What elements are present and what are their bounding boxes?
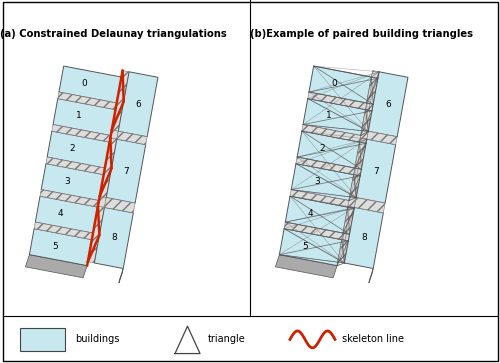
Polygon shape bbox=[296, 157, 355, 175]
Polygon shape bbox=[350, 138, 367, 197]
Polygon shape bbox=[354, 197, 385, 213]
Text: 0: 0 bbox=[82, 79, 87, 88]
Polygon shape bbox=[98, 196, 106, 207]
Polygon shape bbox=[309, 66, 372, 103]
Polygon shape bbox=[356, 139, 396, 203]
Polygon shape bbox=[290, 189, 349, 207]
Text: 7: 7 bbox=[123, 167, 129, 176]
Polygon shape bbox=[88, 206, 104, 263]
Polygon shape bbox=[52, 125, 111, 142]
Text: 3: 3 bbox=[314, 176, 320, 185]
Polygon shape bbox=[41, 164, 104, 201]
Text: 5: 5 bbox=[52, 241, 58, 250]
Text: 8: 8 bbox=[361, 233, 366, 242]
Text: buildings: buildings bbox=[75, 334, 120, 344]
Text: skeleton line: skeleton line bbox=[342, 334, 404, 344]
Polygon shape bbox=[303, 99, 366, 136]
Polygon shape bbox=[47, 131, 110, 168]
Polygon shape bbox=[284, 222, 343, 240]
Bar bbox=[20, 327, 65, 351]
Polygon shape bbox=[100, 138, 117, 197]
Polygon shape bbox=[59, 66, 122, 103]
Text: 1: 1 bbox=[326, 111, 332, 121]
Polygon shape bbox=[53, 99, 116, 136]
Text: 6: 6 bbox=[136, 100, 141, 109]
Text: 5: 5 bbox=[302, 241, 308, 250]
Polygon shape bbox=[344, 207, 384, 269]
Polygon shape bbox=[117, 131, 147, 144]
Text: 1: 1 bbox=[76, 111, 82, 121]
Text: (a) Constrained Delaunay triangulations: (a) Constrained Delaunay triangulations bbox=[0, 29, 227, 39]
Text: 3: 3 bbox=[64, 176, 70, 185]
Polygon shape bbox=[362, 70, 379, 131]
Polygon shape bbox=[104, 197, 135, 213]
Polygon shape bbox=[368, 269, 373, 285]
Polygon shape bbox=[58, 92, 116, 110]
Polygon shape bbox=[40, 189, 99, 207]
Polygon shape bbox=[286, 196, 348, 233]
Text: 2: 2 bbox=[320, 144, 326, 153]
Polygon shape bbox=[36, 196, 98, 233]
Polygon shape bbox=[368, 72, 408, 137]
Polygon shape bbox=[94, 207, 134, 269]
Text: 4: 4 bbox=[58, 209, 64, 218]
Text: triangle: triangle bbox=[208, 334, 246, 344]
Polygon shape bbox=[46, 157, 105, 175]
Polygon shape bbox=[118, 269, 123, 285]
Text: 7: 7 bbox=[373, 167, 379, 176]
Text: 0: 0 bbox=[332, 79, 338, 88]
Text: 4: 4 bbox=[308, 209, 314, 218]
Polygon shape bbox=[280, 229, 342, 266]
Polygon shape bbox=[26, 255, 87, 278]
Polygon shape bbox=[118, 72, 158, 137]
Polygon shape bbox=[110, 130, 118, 139]
Polygon shape bbox=[302, 125, 361, 142]
Polygon shape bbox=[106, 139, 146, 203]
Polygon shape bbox=[291, 164, 354, 201]
Polygon shape bbox=[348, 196, 356, 207]
Polygon shape bbox=[308, 92, 366, 110]
Text: (b)Example of paired building triangles: (b)Example of paired building triangles bbox=[250, 29, 474, 39]
Polygon shape bbox=[338, 206, 354, 263]
Polygon shape bbox=[367, 131, 397, 144]
Polygon shape bbox=[34, 222, 93, 240]
Text: 2: 2 bbox=[70, 144, 75, 153]
Polygon shape bbox=[360, 130, 368, 139]
Polygon shape bbox=[276, 255, 337, 278]
Text: 8: 8 bbox=[111, 233, 116, 242]
Polygon shape bbox=[297, 131, 360, 168]
Polygon shape bbox=[112, 70, 129, 131]
Text: 6: 6 bbox=[386, 100, 391, 109]
Polygon shape bbox=[30, 229, 92, 266]
